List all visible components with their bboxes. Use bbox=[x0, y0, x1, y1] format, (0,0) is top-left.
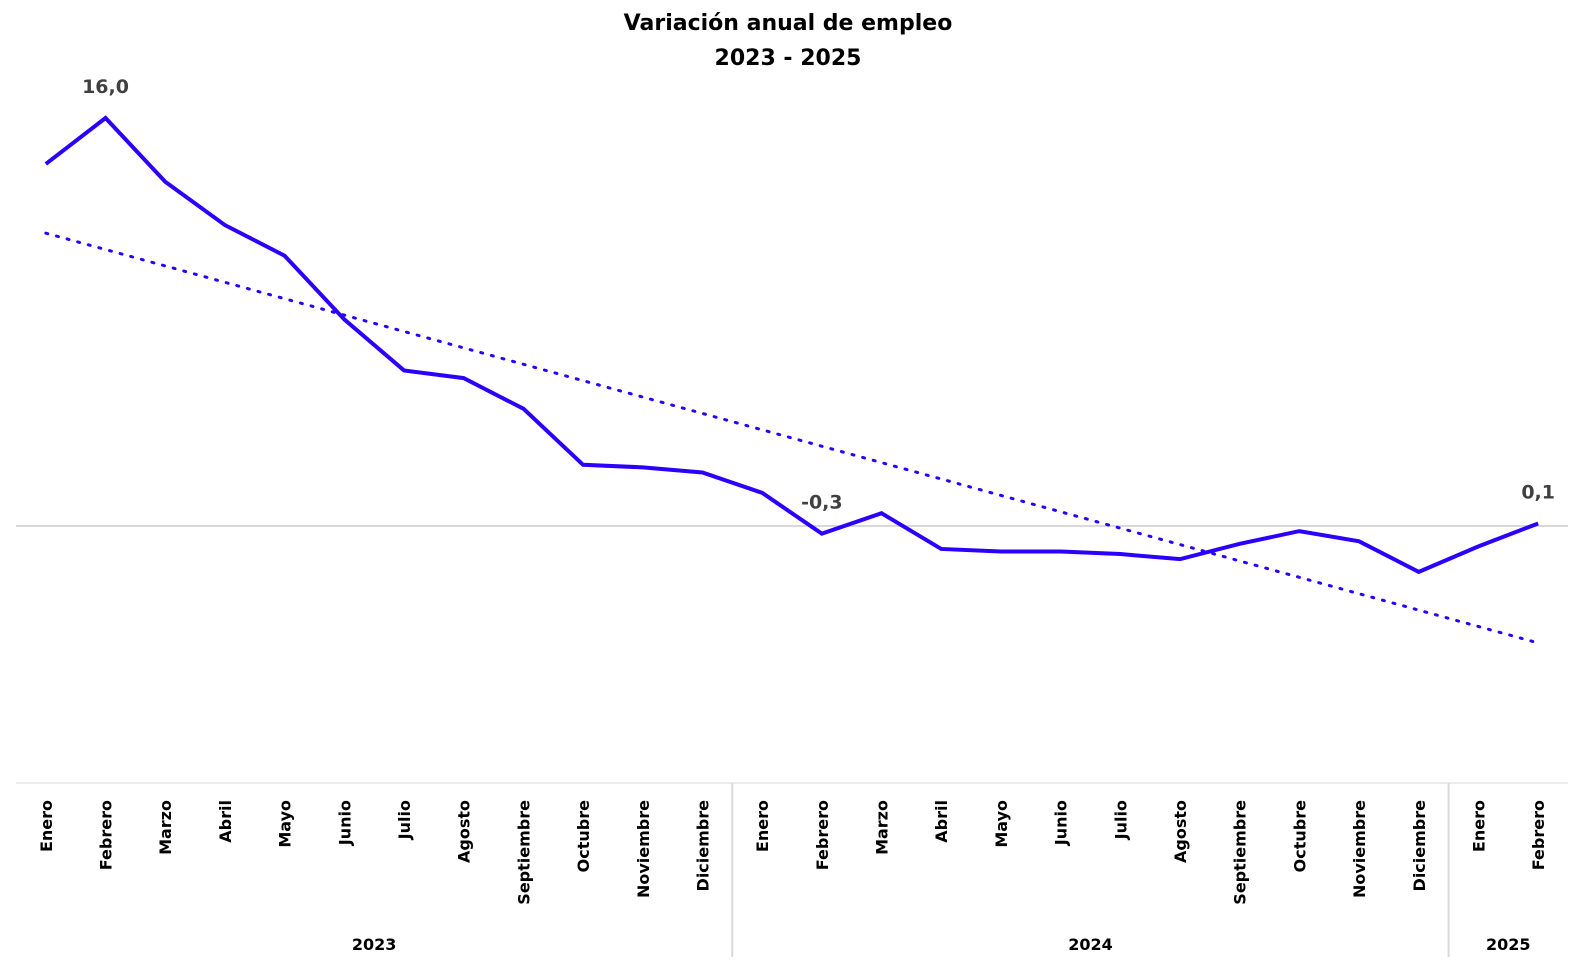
x-tick-label: Enero bbox=[753, 800, 772, 852]
label-bg bbox=[797, 488, 846, 515]
chart-subtitle: 2023 - 2025 bbox=[715, 46, 862, 71]
x-tick-label: Noviembre bbox=[1350, 800, 1369, 898]
x-tick-label: Noviembre bbox=[634, 800, 653, 898]
x-tick-label: Septiembre bbox=[514, 800, 533, 905]
x-tick-label: Diciembre bbox=[1410, 800, 1429, 892]
group-label: 2025 bbox=[1486, 935, 1531, 954]
x-tick-label: Octubre bbox=[574, 800, 593, 872]
label-bg bbox=[81, 73, 130, 99]
x-tick-label: Septiembre bbox=[1231, 800, 1250, 905]
chart-title: Variación anual de empleo bbox=[624, 11, 953, 36]
x-tick-label: Enero bbox=[37, 800, 56, 852]
x-tick-label: Junio bbox=[335, 800, 354, 846]
x-tick-label: Abril bbox=[932, 800, 951, 843]
x-tick-label: Mayo bbox=[276, 800, 295, 848]
group-label: 2024 bbox=[1068, 935, 1113, 954]
x-tick-label: Junio bbox=[1052, 800, 1071, 846]
x-tick-label: Febrero bbox=[97, 800, 116, 870]
group-label: 2023 bbox=[352, 935, 397, 954]
x-tick-label: Mayo bbox=[992, 800, 1011, 848]
x-tick-label: Octubre bbox=[1290, 800, 1309, 872]
x-tick-label: Julio bbox=[395, 800, 414, 840]
x-tick-label: Agosto bbox=[455, 800, 474, 863]
label-bg bbox=[1514, 478, 1563, 505]
x-tick-label: Abril bbox=[216, 800, 235, 843]
x-tick-label: Marzo bbox=[156, 800, 175, 855]
x-tick-label: Diciembre bbox=[693, 800, 712, 892]
data-label: 0,1 bbox=[1521, 481, 1555, 503]
trend-line bbox=[44, 231, 1540, 645]
x-tick-label: Febrero bbox=[1529, 800, 1548, 870]
x-tick-label: Febrero bbox=[813, 800, 832, 870]
data-label: -0,3 bbox=[801, 492, 843, 514]
data-line bbox=[44, 115, 1539, 575]
x-tick-label: Marzo bbox=[873, 800, 892, 855]
x-tick-label: Julio bbox=[1111, 800, 1130, 840]
data-label: 16,0 bbox=[82, 76, 129, 98]
x-tick-label: Agosto bbox=[1171, 800, 1190, 863]
x-tick-label: Enero bbox=[1469, 800, 1488, 852]
